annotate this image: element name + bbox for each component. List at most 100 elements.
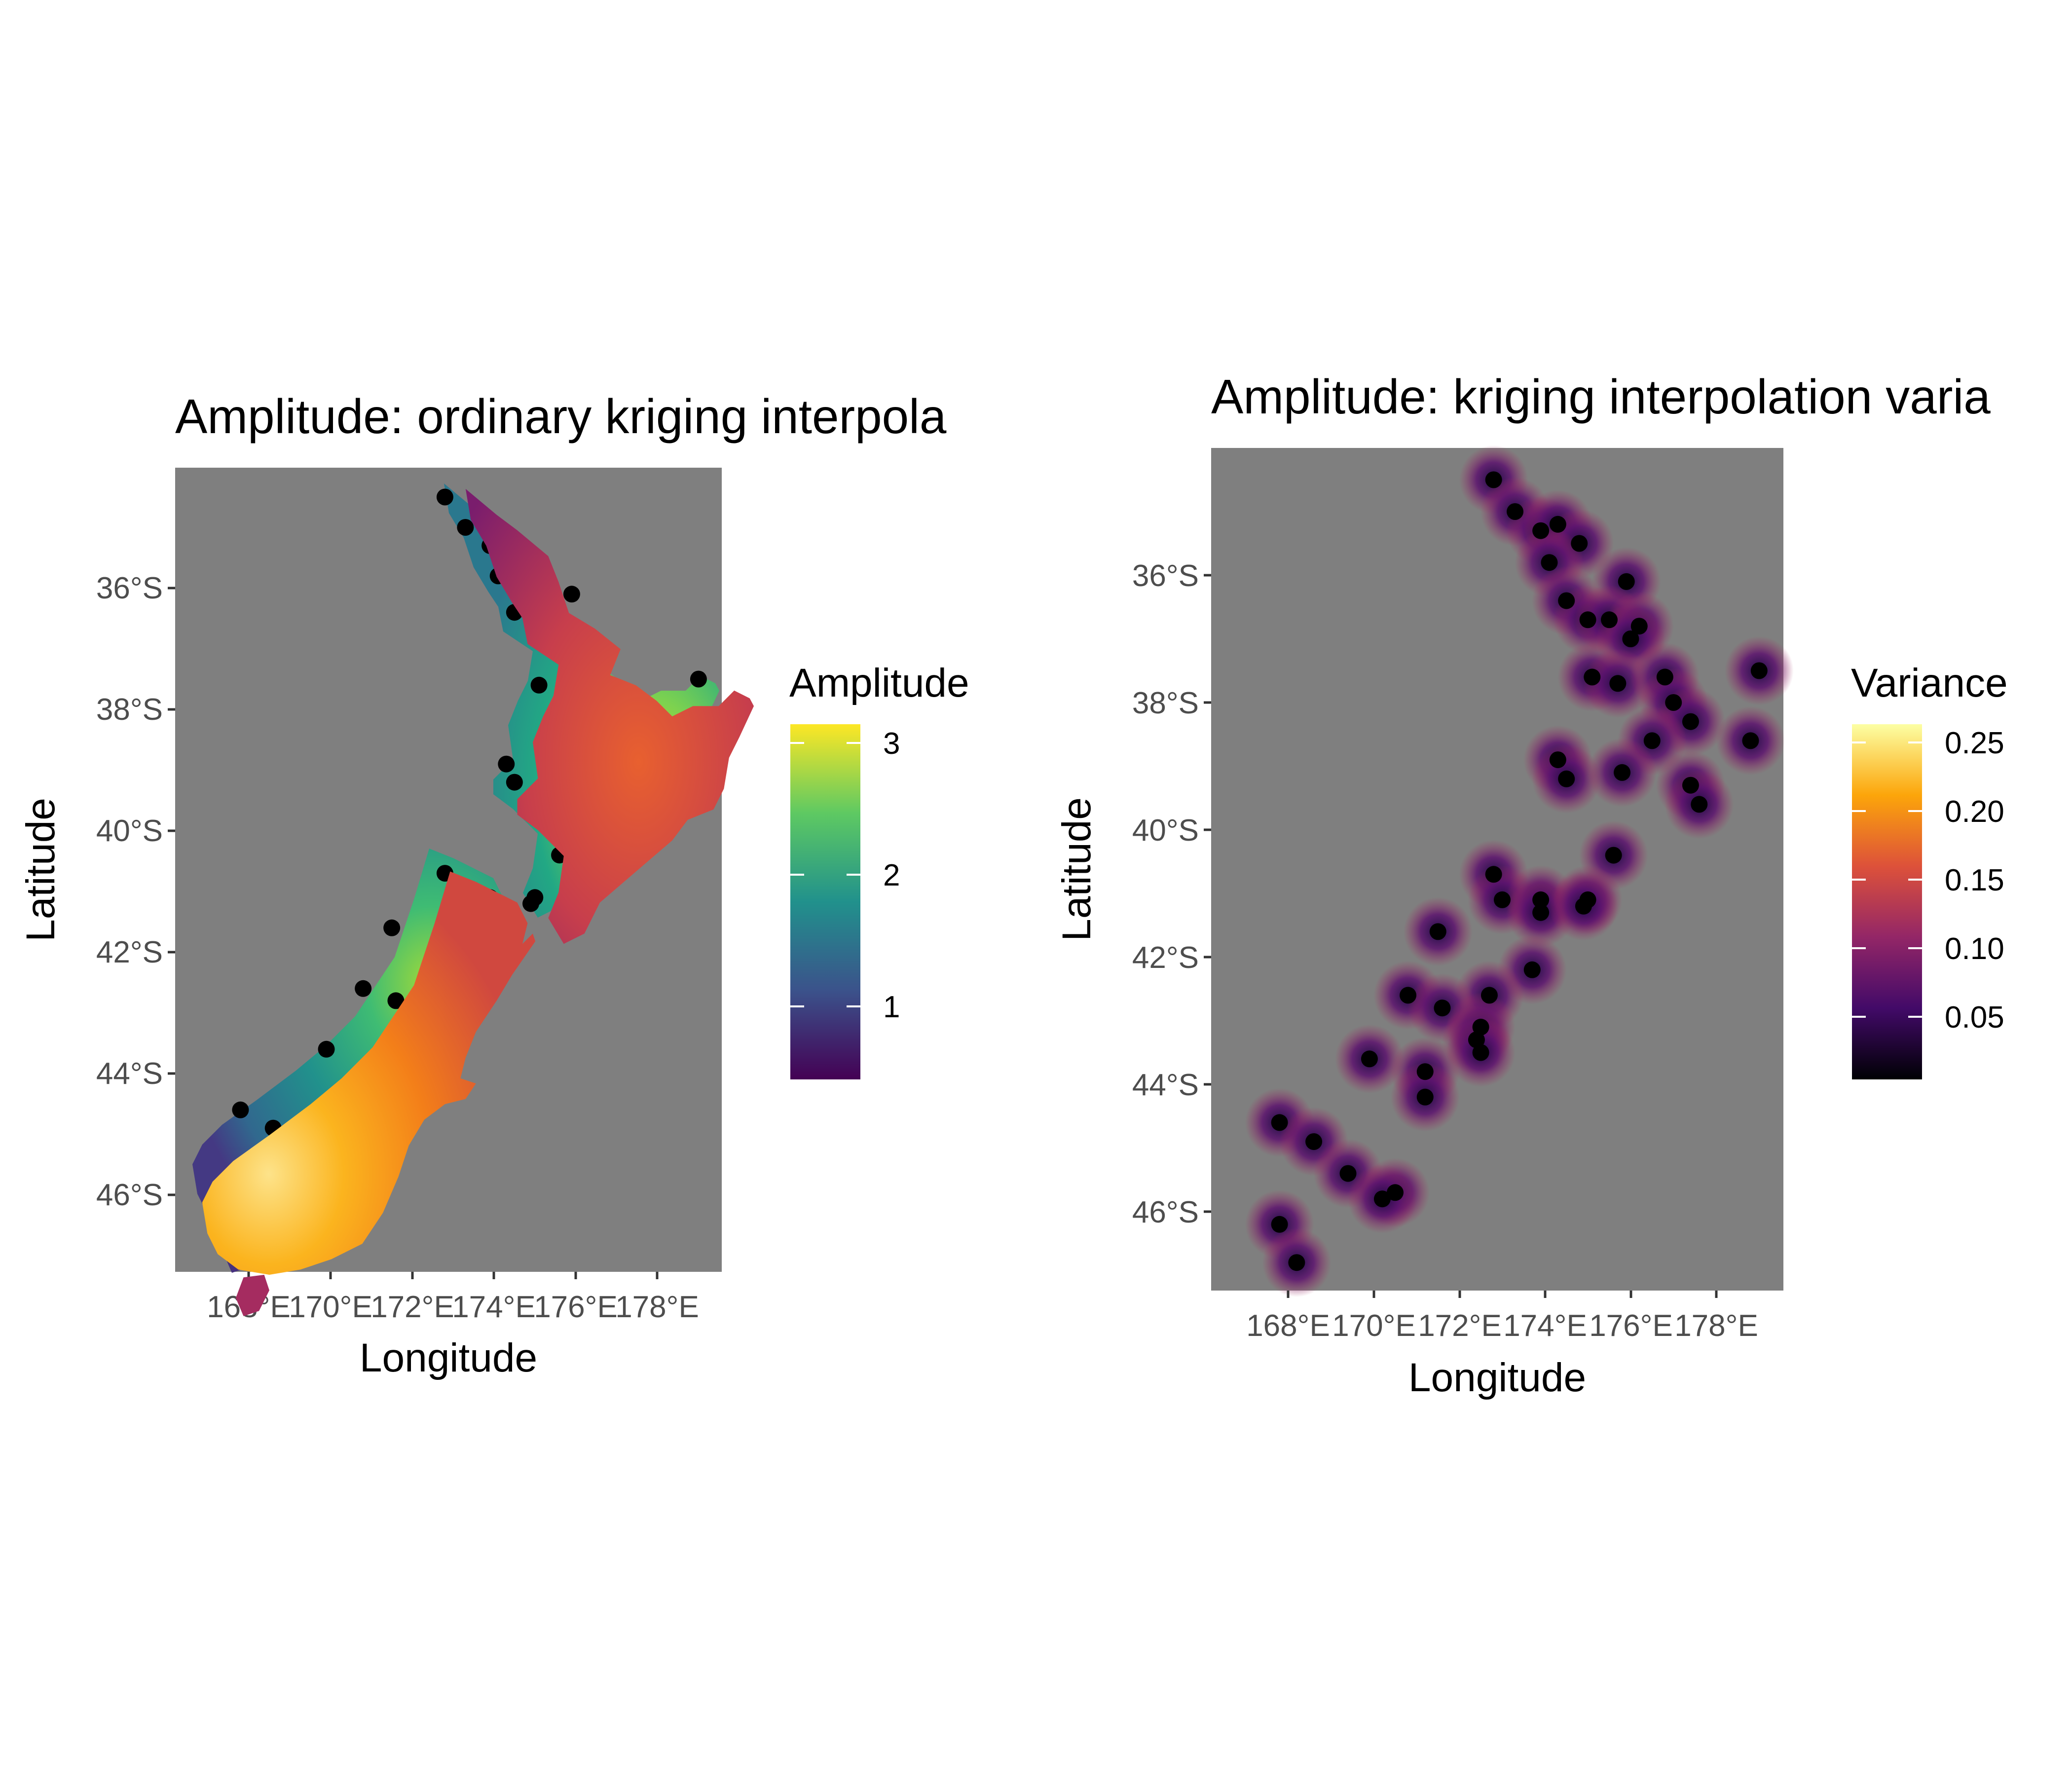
panel-1-legend: Amplitude 3 2 1 bbox=[789, 661, 969, 1079]
panel-2-colorbar bbox=[1852, 724, 1922, 1079]
sample-point bbox=[1742, 732, 1759, 749]
panel-1-x-tick-label: 170°E bbox=[289, 1290, 372, 1324]
panel-1-title: Amplitude: ordinary kriging interpola bbox=[175, 389, 947, 444]
sample-point bbox=[1605, 847, 1622, 864]
sample-point bbox=[1416, 1063, 1434, 1080]
sample-point bbox=[1532, 904, 1550, 921]
panel-1-y-axis: 36°S 38°S 40°S 42°S 44°S 46°S bbox=[96, 571, 175, 1212]
sample-point bbox=[1480, 987, 1498, 1004]
sample-point bbox=[436, 488, 453, 506]
sample-point bbox=[1571, 535, 1588, 552]
sample-point bbox=[1472, 1018, 1489, 1036]
sample-point bbox=[506, 774, 523, 791]
panel-1-x-tick-label: 172°E bbox=[370, 1290, 454, 1324]
panel-2-y-tick-label: 44°S bbox=[1132, 1068, 1199, 1102]
sample-point bbox=[1361, 1050, 1378, 1068]
sample-point bbox=[1400, 987, 1417, 1004]
panel-1-y-tick-label: 42°S bbox=[96, 935, 163, 969]
panel-2-x-axis: 168°E 170°E 172°E 174°E 176°E 178°E bbox=[1246, 1291, 1758, 1343]
sample-point bbox=[1523, 961, 1541, 978]
sample-point bbox=[1584, 668, 1601, 686]
sample-point bbox=[1549, 751, 1566, 769]
sample-point bbox=[1507, 503, 1524, 520]
panel-1-y-tick-label: 44°S bbox=[96, 1057, 163, 1091]
panel-1-y-tick-label: 40°S bbox=[96, 814, 163, 848]
panel-2-title: Amplitude: kriging interpolation varia bbox=[1211, 370, 1991, 424]
sample-point bbox=[1682, 777, 1699, 794]
sample-point bbox=[1271, 1114, 1288, 1131]
sample-point bbox=[1630, 618, 1648, 635]
sample-point bbox=[522, 895, 540, 912]
sample-point bbox=[1622, 630, 1639, 647]
sample-point bbox=[457, 519, 474, 536]
sample-point bbox=[1558, 770, 1575, 787]
sample-point bbox=[1558, 592, 1575, 609]
panel-2-y-axis: 36°S 38°S 40°S 42°S 44°S 46°S bbox=[1132, 559, 1211, 1229]
panel-2-y-axis-title: Latitude bbox=[1054, 797, 1099, 941]
panel-2-x-tick-label: 170°E bbox=[1332, 1309, 1416, 1343]
sample-point bbox=[1468, 1031, 1485, 1048]
panel-2-y-tick-label: 40°S bbox=[1132, 814, 1199, 848]
panel-1-x-tick-label: 176°E bbox=[534, 1290, 618, 1324]
panel-2-x-tick-label: 172°E bbox=[1418, 1309, 1502, 1343]
sample-point bbox=[1541, 554, 1558, 571]
panel-1-legend-label: 1 bbox=[883, 990, 900, 1024]
sample-point bbox=[1614, 764, 1631, 781]
sample-point bbox=[318, 1040, 335, 1058]
panel-1-y-tick-label: 38°S bbox=[96, 693, 163, 727]
sample-point bbox=[1682, 713, 1699, 730]
panel-2-y-tick-label: 36°S bbox=[1132, 559, 1199, 593]
panel-2-stewart-island bbox=[235, 1275, 269, 1316]
sample-point bbox=[1750, 662, 1768, 679]
sample-point bbox=[1618, 573, 1635, 590]
sample-point bbox=[1472, 1044, 1489, 1061]
panel-1-legend-label: 2 bbox=[883, 858, 900, 892]
sample-point bbox=[1575, 897, 1592, 915]
panel-1-y-tick-label: 36°S bbox=[96, 571, 163, 605]
panel-2-sample-points bbox=[1271, 471, 1768, 1271]
sample-point bbox=[1434, 999, 1451, 1017]
panel-2-south-island bbox=[202, 871, 536, 1275]
sample-point bbox=[690, 670, 707, 688]
panel-1-y-axis-title: Latitude bbox=[18, 798, 63, 942]
sample-point bbox=[1373, 1190, 1391, 1208]
panel-2-x-tick-label: 176°E bbox=[1589, 1309, 1673, 1343]
sample-point bbox=[530, 676, 548, 694]
sample-point bbox=[1288, 1254, 1305, 1271]
panel-2-legend-label: 0.15 bbox=[1945, 863, 2004, 897]
sample-point bbox=[1485, 471, 1502, 488]
sample-point bbox=[1643, 732, 1661, 749]
panel-1-x-axis-title: Longitude bbox=[360, 1335, 537, 1380]
panel-2-legend: Variance 0.25 0.20 0.15 0.10 0.05 bbox=[1851, 661, 2008, 1079]
sample-point bbox=[1665, 694, 1682, 711]
sample-point bbox=[1609, 675, 1627, 692]
sample-point bbox=[1601, 611, 1618, 629]
panel-2-x-tick-label: 168°E bbox=[1246, 1309, 1330, 1343]
panel-2-y-tick-label: 42°S bbox=[1132, 941, 1199, 975]
panel-2-legend-label: 0.10 bbox=[1945, 932, 2004, 966]
sample-point bbox=[1271, 1216, 1288, 1233]
sample-point bbox=[383, 919, 401, 936]
panel-1-x-axis: 168°E 170°E 172°E 174°E 176°E 178°E bbox=[207, 1272, 699, 1324]
panel-2-legend-label: 0.20 bbox=[1945, 795, 2004, 829]
sample-point bbox=[1494, 891, 1511, 908]
panel-1-legend-label: 3 bbox=[883, 727, 900, 761]
sample-point bbox=[232, 1101, 249, 1118]
panel-2-y-tick-label: 38°S bbox=[1132, 686, 1199, 720]
sample-point bbox=[1387, 1184, 1404, 1201]
sample-point bbox=[498, 755, 515, 773]
panel-1-legend-title: Amplitude bbox=[789, 661, 969, 705]
sample-point bbox=[1305, 1133, 1323, 1150]
panel-1-x-tick-label: 178°E bbox=[615, 1290, 699, 1324]
sample-point bbox=[387, 992, 405, 1009]
sample-point bbox=[1691, 796, 1708, 813]
sample-point bbox=[563, 586, 580, 603]
sample-point bbox=[1532, 891, 1550, 908]
panel-2-x-axis-title: Longitude bbox=[1408, 1355, 1586, 1400]
sample-point bbox=[1339, 1165, 1357, 1182]
panel-2-legend-title: Variance bbox=[1851, 661, 2008, 705]
panel-variance: Amplitude: kriging interpolation varia 3… bbox=[202, 370, 2008, 1400]
sample-point bbox=[1485, 866, 1502, 883]
sample-point bbox=[1532, 522, 1550, 539]
